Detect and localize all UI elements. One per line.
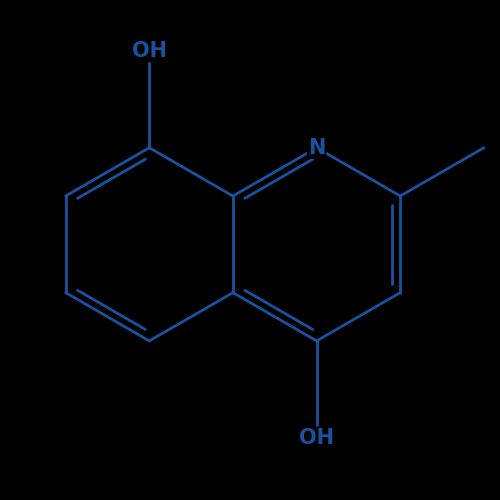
Text: OH: OH — [132, 41, 167, 61]
Text: N: N — [308, 138, 326, 158]
Text: OH: OH — [299, 428, 334, 448]
